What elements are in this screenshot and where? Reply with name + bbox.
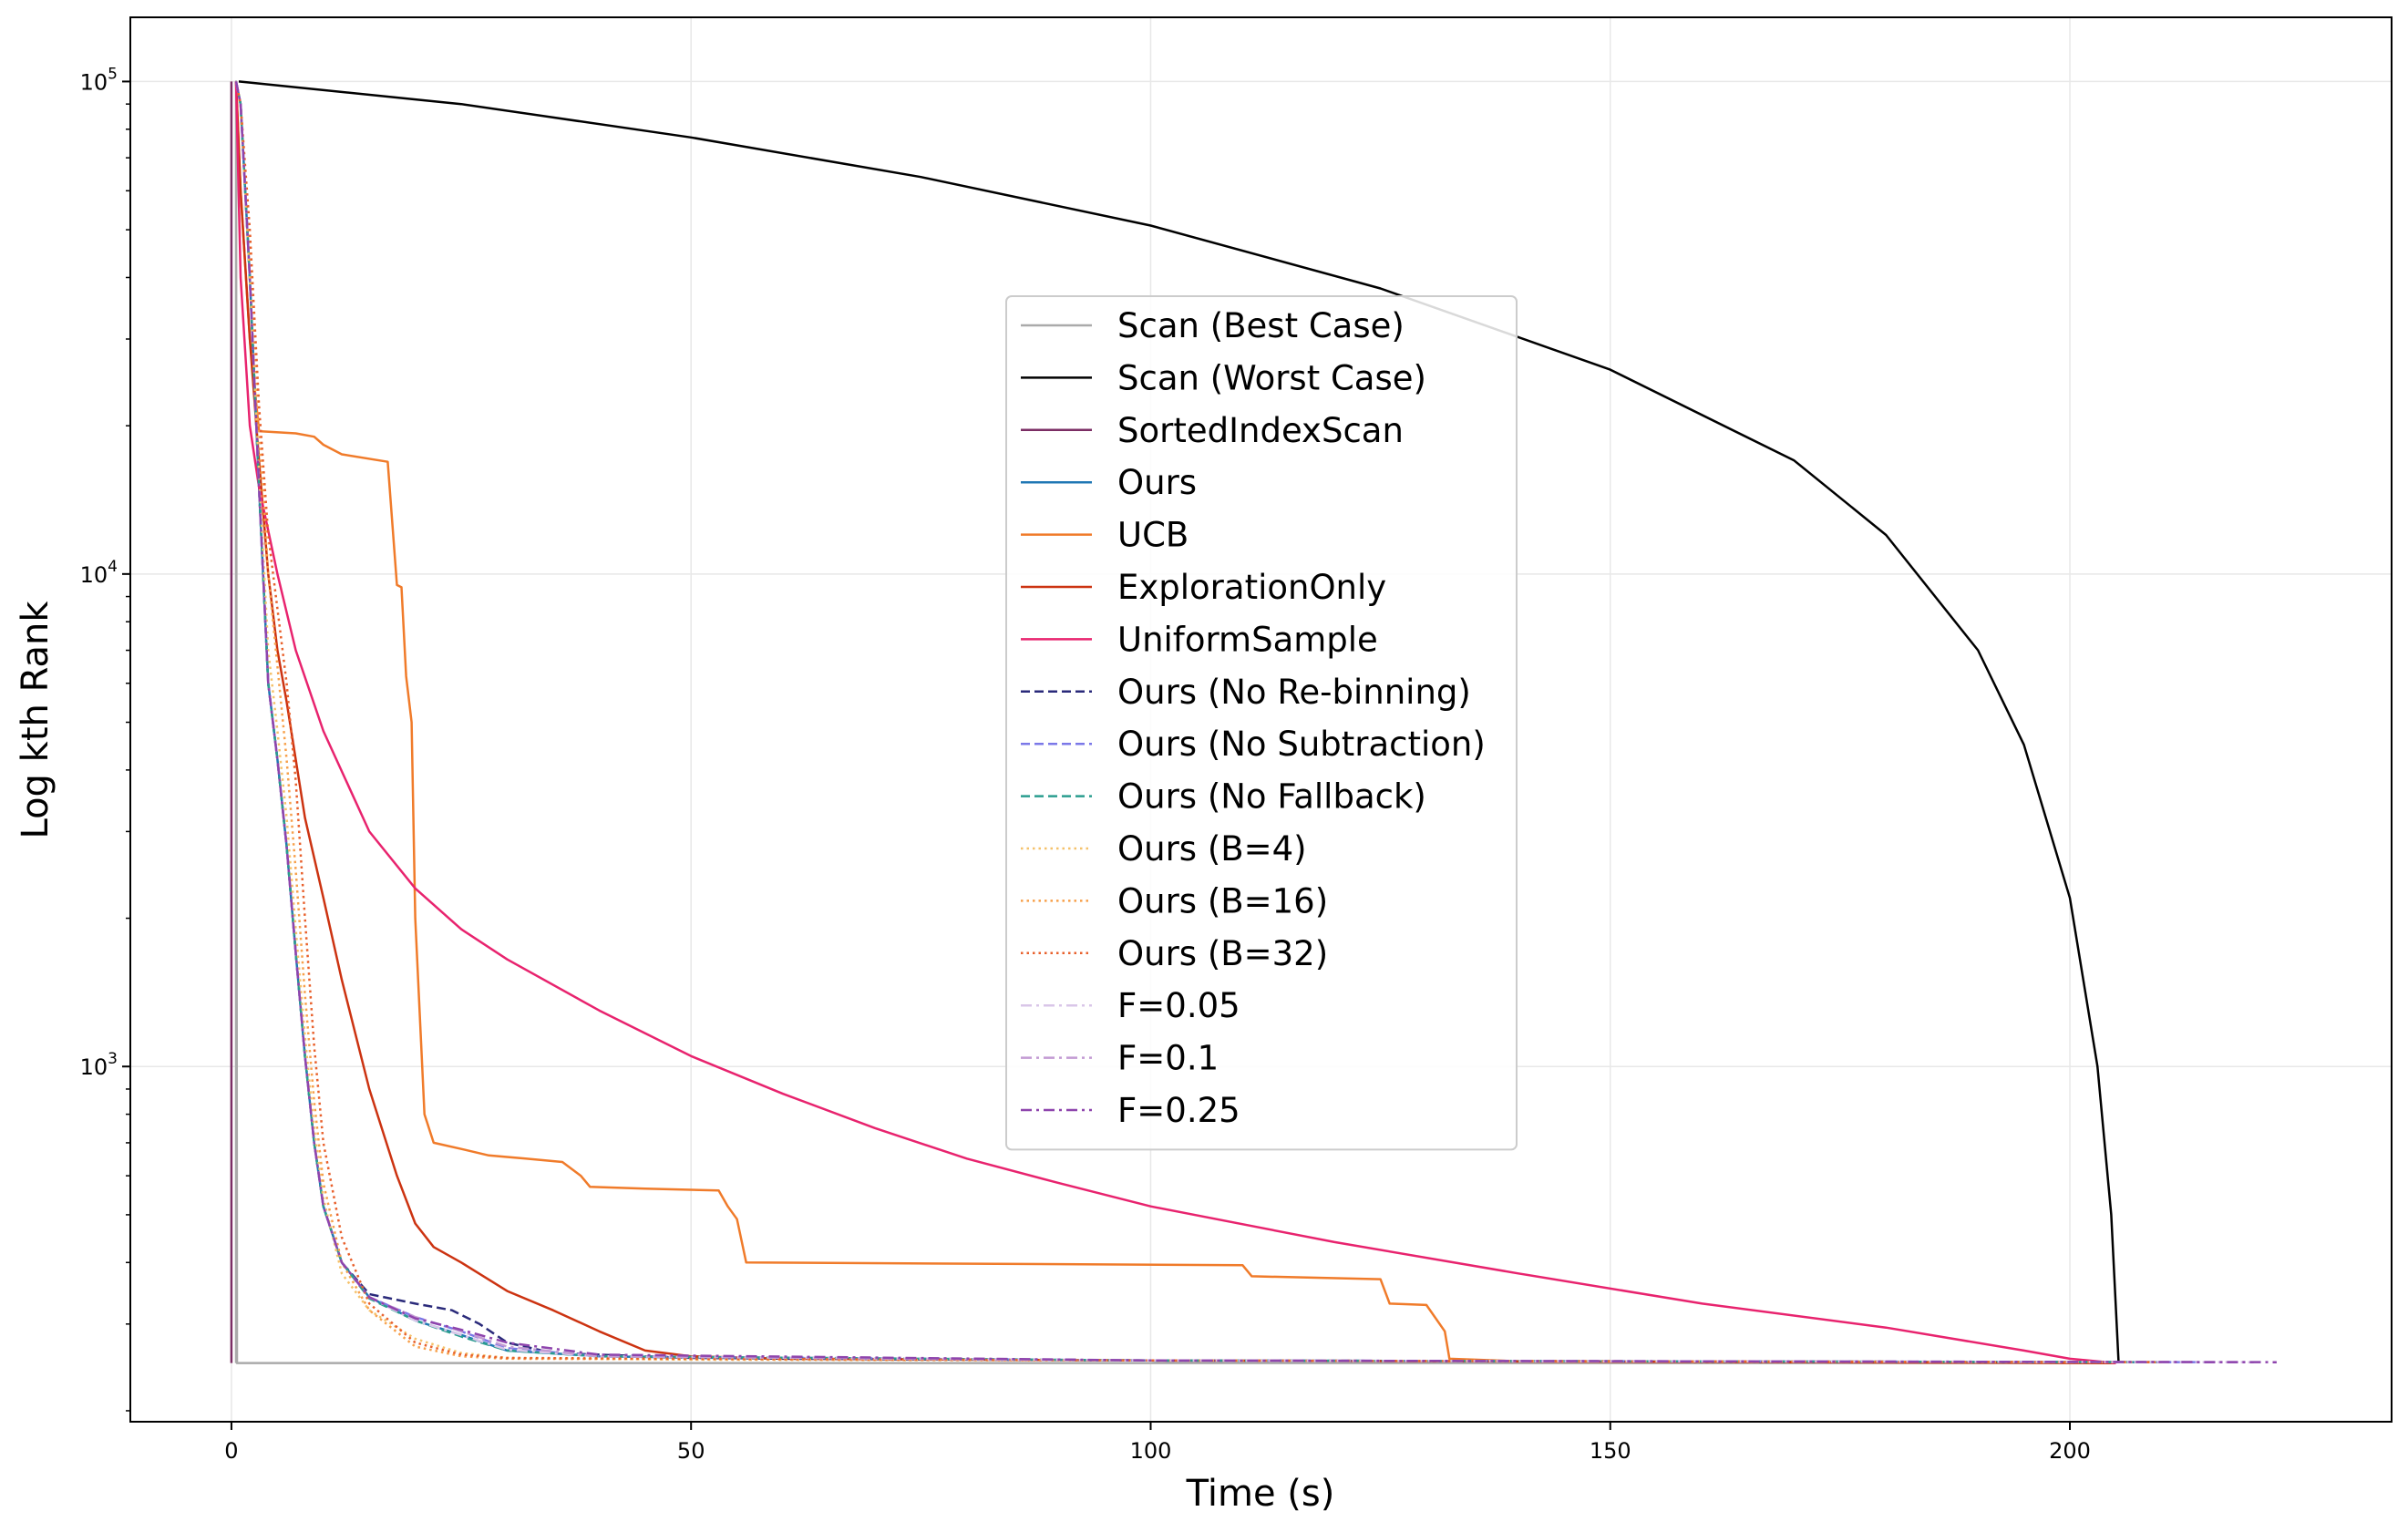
y-tick-label: 104 (80, 558, 118, 588)
legend-label: Ours (No Fallback) (1117, 777, 1426, 817)
x-axis-title: Time (s) (1186, 1473, 1335, 1515)
legend-box (1005, 295, 1518, 1151)
x-axis: 0 50 100 150 200 (224, 1422, 2091, 1464)
legend-label: Ours (B=4) (1117, 829, 1307, 869)
x-tick-label: 50 (677, 1438, 705, 1464)
series-ucb (234, 81, 2116, 1364)
legend-label: SortedIndexScan (1117, 411, 1404, 450)
legend-label: F=0.05 (1117, 986, 1240, 1025)
series-uniformsample (234, 81, 2116, 1364)
y-axis-title: Log kth Rank (15, 601, 57, 839)
legend-label: Scan (Best Case) (1117, 306, 1405, 345)
legend-label: F=0.1 (1117, 1039, 1219, 1078)
legend-label: Ours (1117, 463, 1197, 502)
x-tick-label: 100 (1130, 1438, 1172, 1464)
legend-label: Ours (B=32) (1117, 934, 1328, 973)
series-ours-no-fallback (234, 81, 2162, 1363)
legend-label: F=0.25 (1117, 1091, 1240, 1130)
legend-label: UniformSample (1117, 620, 1378, 659)
series-f-0-25 (234, 81, 2277, 1363)
legend-label: Ours (No Re-binning) (1117, 673, 1471, 712)
legend-label: Scan (Worst Case) (1117, 358, 1426, 397)
legend-label: UCB (1117, 516, 1189, 555)
series-scan-best-case (234, 80, 2116, 1364)
series-scan-worst-case (238, 80, 2120, 1363)
x-tick-label: 0 (224, 1438, 238, 1464)
plot-frame (129, 16, 2393, 1423)
y-tick-label: 105 (80, 65, 118, 95)
x-tick-label: 150 (1590, 1438, 1631, 1464)
legend-label: Ours (No Subtraction) (1117, 725, 1486, 764)
series-group (230, 80, 2277, 1364)
legend-label: ExplorationOnly (1117, 568, 1386, 607)
y-axis: 103 104 105 (80, 65, 130, 1412)
x-tick-label: 200 (2049, 1438, 2091, 1464)
legend-label: Ours (B=16) (1117, 881, 1328, 920)
legend: Scan (Best Case) Scan (Worst Case) SortedI… (1005, 295, 1518, 1151)
y-tick-label: 103 (80, 1050, 118, 1080)
